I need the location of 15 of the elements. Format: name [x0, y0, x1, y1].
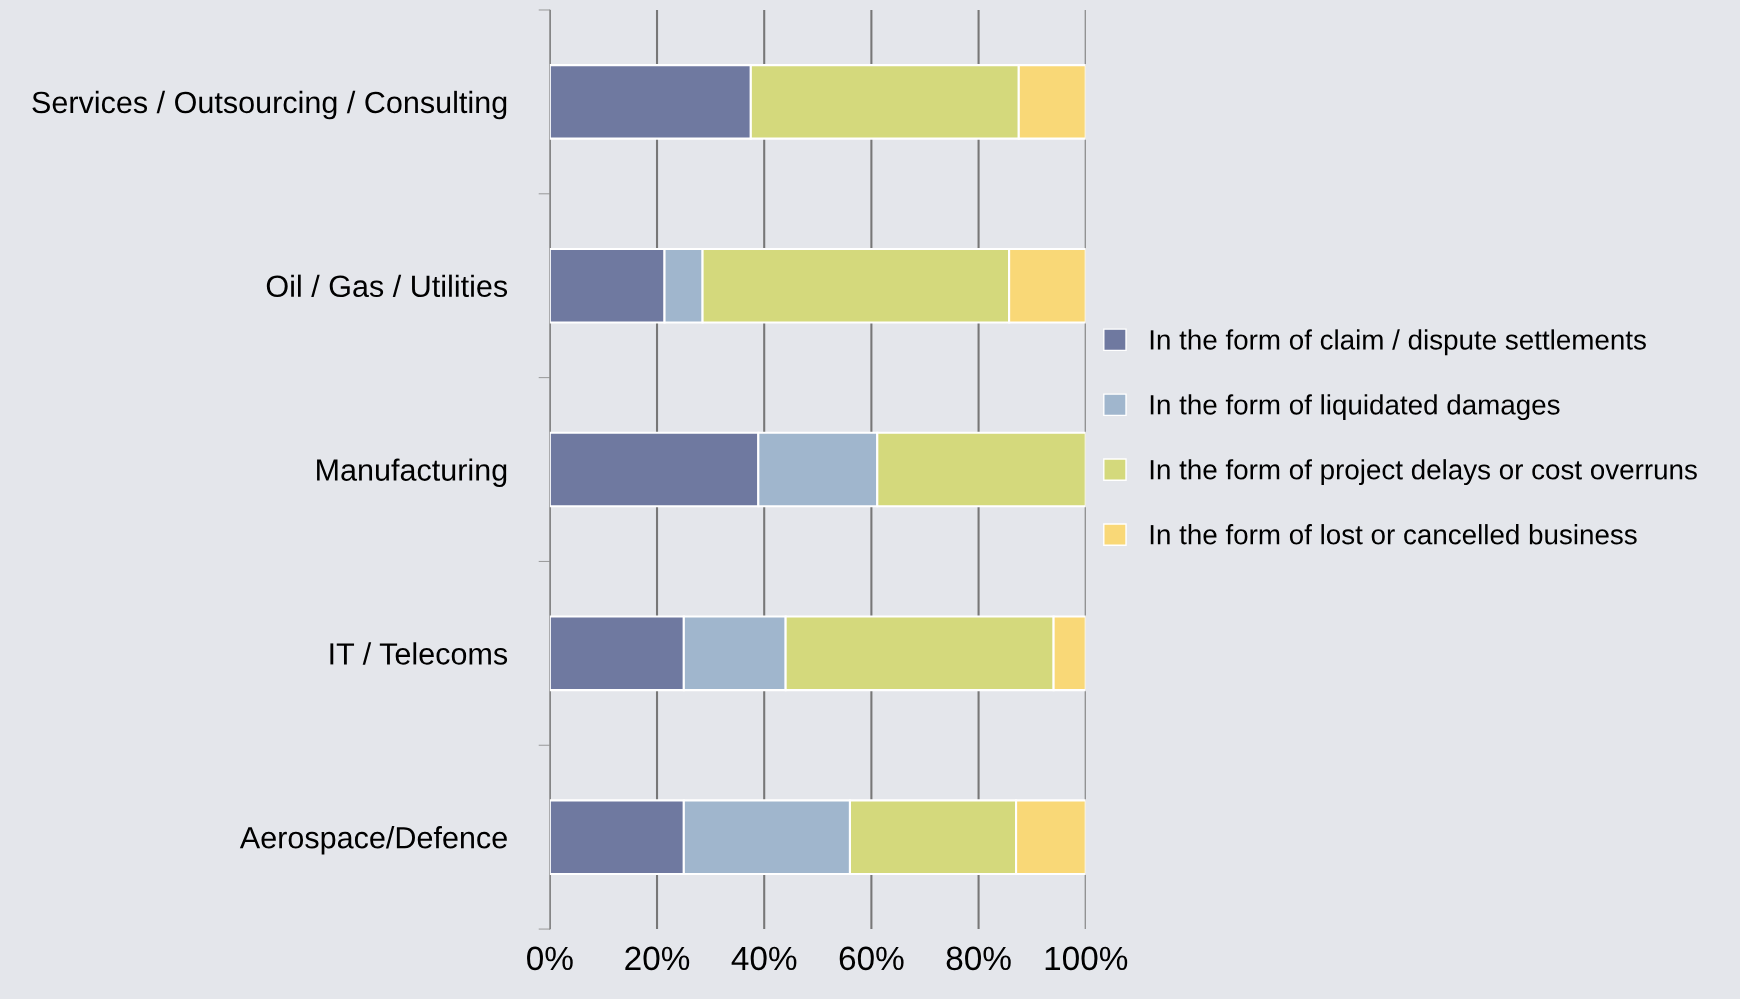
y-tick-label: Manufacturing	[317, 458, 507, 487]
x-tick-label: 80%	[946, 946, 1011, 971]
y-tick-label: Oil / Gas / Utilities	[266, 274, 508, 298]
y-tick-label: IT / Telecoms	[330, 642, 508, 665]
legend-label: In the form of liquidated damages	[1150, 394, 1560, 421]
x-tick-label: 100%	[1045, 946, 1128, 971]
legend-label: In the form of project delays or cost overruns	[1150, 459, 1697, 486]
legend-label: In the form of lost or cancelled business	[1150, 524, 1637, 545]
x-tick-label: 20%	[625, 946, 690, 971]
legend-label: In the form of claim / dispute settlements	[1150, 329, 1646, 356]
x-tick-label: 0%	[527, 946, 573, 971]
x-tick-label: 40%	[731, 946, 797, 971]
y-tick-label: Services / Outsourcing / Consulting	[32, 90, 507, 120]
x-tick-label: 60%	[839, 946, 904, 971]
y-tick-label: Aerospace/Defence	[239, 826, 507, 855]
